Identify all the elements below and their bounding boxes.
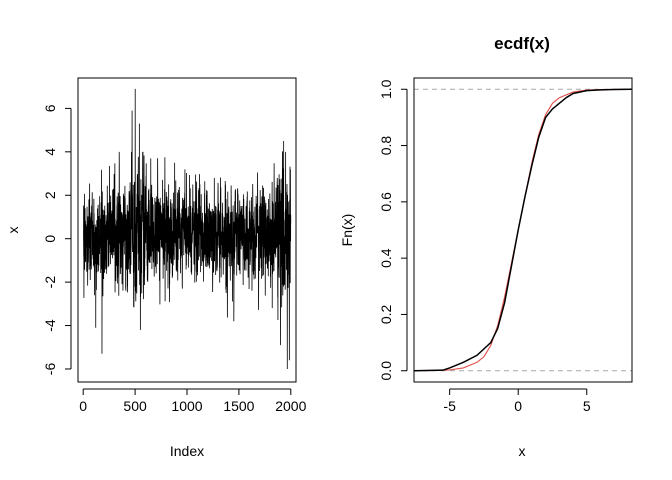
y-tick-label: 0.2 [378,305,394,325]
left-plot-xlabel: Index [170,443,204,459]
right-plot-series [413,88,633,372]
x-tick-label: 1000 [171,398,202,414]
y-tick-label: -4 [42,319,58,332]
right-plot-xlabel: x [519,443,526,459]
left-plot-frame [77,77,297,383]
x-tick-label: 5 [583,398,591,414]
left-plot-series [82,88,292,369]
ecdf-line [413,88,633,372]
right-plot-frame [413,77,633,383]
y-tick-label: 0.0 [378,361,394,381]
y-tick-label: -6 [42,363,58,376]
x-tick-label: 500 [123,398,147,414]
y-tick-label: 1.0 [378,79,394,99]
x-tick-label: 2000 [275,398,306,414]
y-tick-label: 4 [42,148,58,156]
y-tick-label: 2 [42,191,58,199]
y-tick-label: 6 [42,104,58,112]
right-plot: ecdf(x) -5 0 5 0.0 0.2 0.4 0.6 0.8 1.0 x Fn(x) [339,34,633,459]
left-plot-y-axis: -6 -4 -2 0 2 4 6 [42,104,72,376]
left-plot: 0 500 1000 1500 2000 -6 -4 -2 0 2 4 6 Index x [5,77,307,459]
left-plot-ylabel: x [5,227,21,234]
y-tick-label: 0.6 [378,192,394,212]
x-tick-label: 1500 [223,398,254,414]
right-plot-y-axis: 0.0 0.2 0.4 0.6 0.8 1.0 [378,79,408,381]
right-plot-ylabel: Fn(x) [339,214,355,247]
right-plot-reference-lines [414,88,632,372]
y-tick-label: 0.8 [378,136,394,156]
x-tick-label: 0 [79,398,87,414]
left-plot-x-axis: 0 500 1000 1500 2000 [79,388,307,414]
right-plot-x-axis: -5 0 5 [443,388,591,414]
x-tick-label: 0 [514,398,522,414]
y-tick-label: 0.4 [378,248,394,268]
y-tick-label: -2 [42,276,58,289]
y-tick-label: 0 [42,235,58,243]
time-series-line [82,88,292,369]
normal-cdf-line [413,88,633,372]
right-plot-title: ecdf(x) [494,34,550,53]
x-tick-label: -5 [443,398,456,414]
